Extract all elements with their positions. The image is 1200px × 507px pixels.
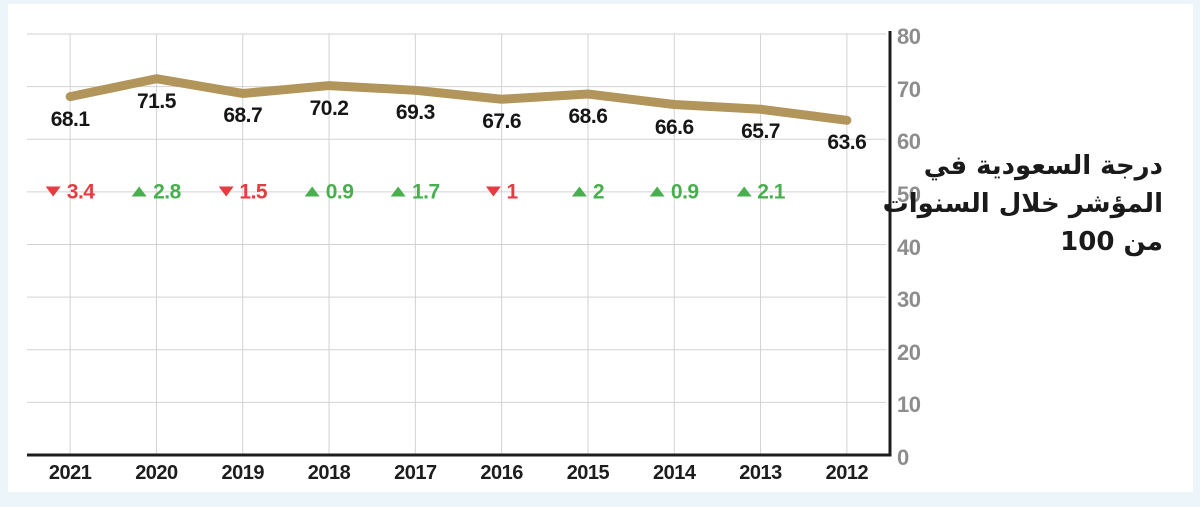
data-point-value-label: 68.7 (223, 104, 263, 128)
change-indicator: 1.5 (218, 180, 268, 204)
data-point-value-label: 68.1 (50, 107, 90, 131)
score-line-series (65, 74, 852, 125)
triangle-up-icon (736, 186, 752, 197)
change-value-label: 0.9 (325, 180, 354, 204)
change-indicator: 3.4 (45, 180, 95, 204)
caption-line-1: درجة السعودية في (923, 151, 1163, 181)
y-axis-tick-label: 80 (897, 24, 921, 49)
change-indicator: 0.9 (649, 180, 699, 204)
change-value-label: 1.5 (239, 180, 268, 204)
change-indicator: 1.7 (390, 180, 440, 204)
change-value-label: 2.1 (757, 180, 785, 204)
x-axis-year-label: 2012 (825, 462, 869, 484)
x-axis-year-label: 2014 (653, 462, 696, 484)
triangle-down-icon (485, 186, 501, 197)
x-axis-year-label: 2016 (480, 462, 523, 484)
x-axis-year-label: 2019 (221, 462, 265, 484)
y-axis-tick-label: 0 (897, 445, 909, 470)
caption-line-3: من 100 (1060, 227, 1163, 257)
y-axis-tick-label: 60 (897, 129, 921, 155)
y-axis-tick-label: 40 (897, 234, 921, 260)
data-point-value-label: 67.6 (482, 110, 522, 134)
change-value-label: 0.9 (670, 180, 699, 204)
triangle-up-icon (571, 186, 587, 197)
change-value-label: 1.7 (411, 180, 440, 204)
change-indicator: 1 (485, 180, 519, 204)
change-indicator: 0.9 (304, 180, 354, 204)
change-indicator: 2.8 (132, 181, 181, 202)
triangle-down-icon (45, 186, 61, 197)
x-axis-year-label: 2020 (135, 462, 178, 484)
change-value-label: 1 (506, 180, 519, 204)
x-axis-year-label: 2013 (739, 462, 782, 484)
change-value-label: 2 (592, 180, 605, 204)
triangle-up-icon (649, 186, 665, 197)
y-axis-tick-label: 20 (897, 339, 921, 365)
y-axis-tick-label: 30 (897, 287, 921, 313)
data-point-value-label: 70.2 (309, 96, 349, 120)
change-value-label: 2.8 (153, 180, 181, 204)
triangle-down-icon (218, 186, 234, 197)
data-point-value-label: 63.6 (827, 131, 867, 155)
x-axis-year-label: 2015 (566, 462, 610, 484)
chart-caption: درجة السعودية في المؤشر خلال السنوات من … (883, 147, 1163, 261)
triangle-up-icon (390, 186, 406, 197)
data-point-value-label: 65.7 (741, 120, 780, 144)
x-axis-year-label: 2017 (394, 462, 437, 484)
change-indicator: 2 (571, 180, 605, 204)
caption-line-2: المؤشر خلال السنوات (882, 189, 1163, 219)
y-axis-tick-label: 10 (897, 392, 921, 418)
change-value-label: 3.4 (66, 180, 95, 204)
data-point-value-label: 68.6 (568, 104, 608, 128)
x-axis-year-label: 2021 (48, 462, 92, 484)
data-point-value-label: 66.6 (654, 115, 694, 139)
y-axis-tick-label: 70 (897, 76, 921, 102)
x-axis-year-label: 2018 (307, 462, 351, 484)
y-axis-tick-label: 50 (897, 181, 921, 207)
triangle-up-icon (304, 186, 320, 197)
change-indicator: 2.1 (736, 181, 785, 202)
triangle-up-icon (132, 186, 148, 197)
data-point-value-label: 69.3 (395, 101, 435, 125)
data-point-value-label: 71.5 (137, 89, 176, 113)
